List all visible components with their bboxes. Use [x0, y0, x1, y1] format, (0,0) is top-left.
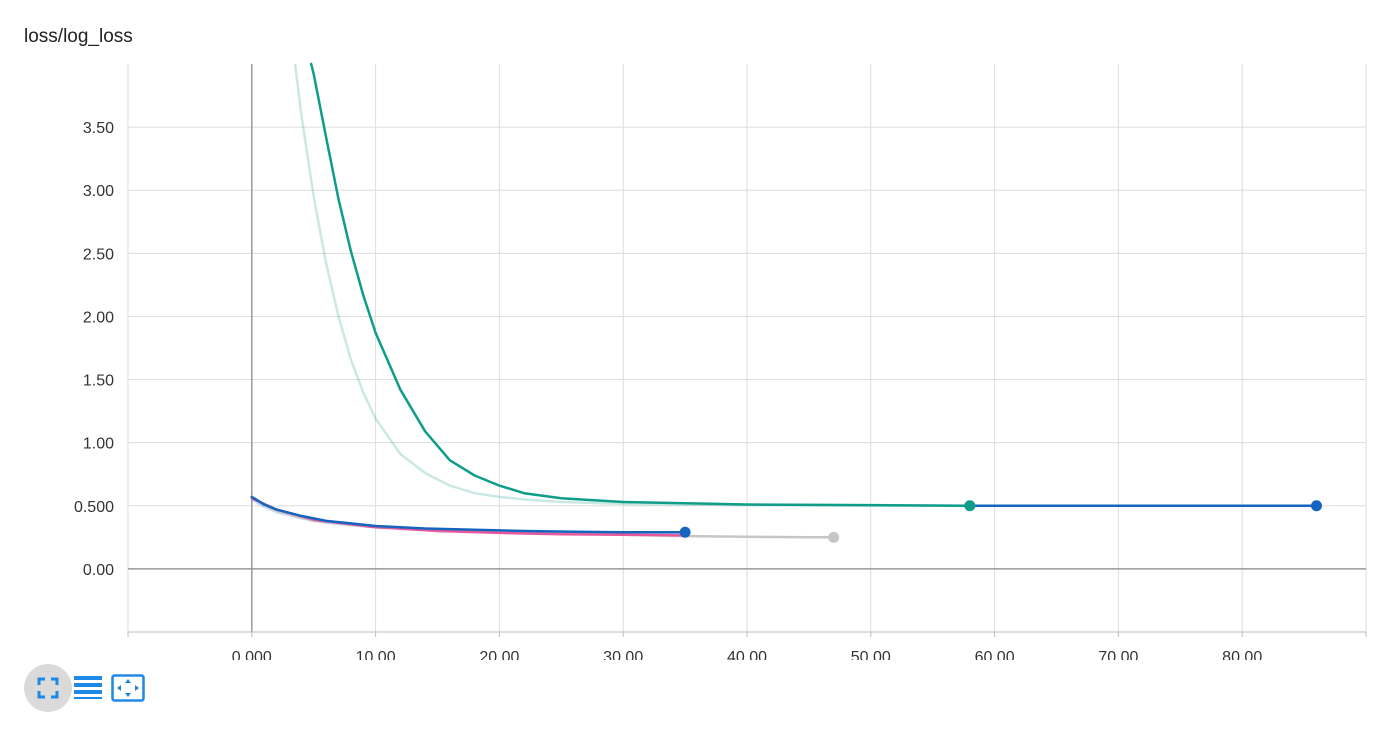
x-tick-label: 10.00 [356, 649, 396, 660]
x-tick-label: 40.00 [727, 649, 767, 660]
x-tick-label: 50.00 [851, 649, 891, 660]
y-tick-label: 2.50 [83, 246, 114, 263]
axes [127, 64, 1367, 637]
toggle-log-scale-button[interactable] [64, 664, 112, 712]
grid [127, 64, 1367, 632]
series-endpoint-marker [679, 526, 691, 538]
series-endpoint-marker [964, 500, 976, 512]
y-tick-label: 2.00 [83, 309, 114, 326]
fullscreen-icon [37, 677, 59, 699]
expand-chart-button[interactable] [24, 664, 72, 712]
series-endpoint-marker [1310, 500, 1322, 512]
x-tick-label: 30.00 [603, 649, 643, 660]
series-line [309, 62, 972, 508]
y-tick-label: 3.50 [83, 120, 114, 137]
fit-domain-button[interactable] [104, 664, 152, 712]
series-endpoint-marker [828, 531, 840, 543]
line-chart[interactable]: 0.000 10.00 20.00 30.00 40.00 50.00 60.00 70.00… [0, 0, 1384, 660]
marker-layer [679, 500, 1322, 543]
x-tick-label: 70.00 [1098, 649, 1138, 660]
y-tick-label: 0.500 [74, 499, 114, 516]
series-line [250, 495, 687, 534]
x-tick-label: 80.00 [1222, 649, 1262, 660]
series-layer [250, 62, 1318, 539]
x-tick-label: 20.00 [479, 649, 519, 660]
chart-toolbar [24, 664, 152, 712]
lines-icon [74, 676, 102, 699]
y-tick-label: 1.00 [83, 436, 114, 453]
tick-labels: 0.000 10.00 20.00 30.00 40.00 50.00 60.00 70.00… [74, 120, 1262, 660]
x-tick-label: 60.00 [975, 649, 1015, 660]
fit-to-data-icon [111, 674, 145, 702]
x-tick-label: 0.000 [232, 649, 272, 660]
raw-series-layer [251, 63, 970, 535]
y-tick-label: 3.00 [83, 183, 114, 200]
y-tick-label: 1.50 [83, 373, 114, 390]
series-raw-line [293, 63, 970, 508]
y-tick-label: 0.00 [83, 562, 114, 579]
chart-title: loss/log_loss [24, 26, 133, 47]
